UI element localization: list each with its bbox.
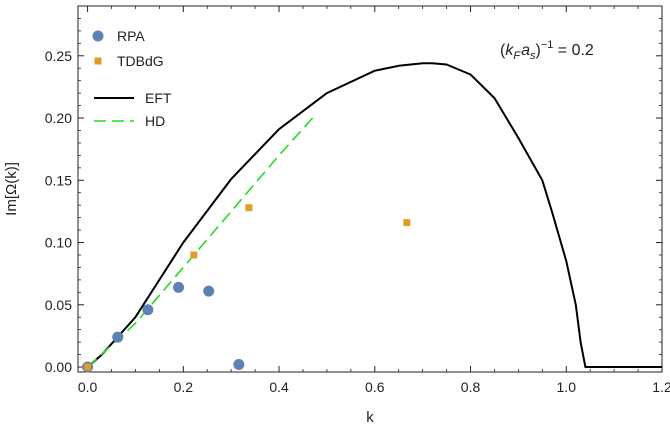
legend-item-tdbdg: TDBdG bbox=[94, 53, 164, 69]
legend: RPA TDBdG EFT HD bbox=[92, 28, 172, 129]
y-axis-label: Im[Ω(k)] bbox=[3, 162, 20, 216]
x-tick-label: 0.2 bbox=[174, 379, 194, 395]
y-tick-label: 0.15 bbox=[45, 172, 72, 188]
rpa-point bbox=[112, 331, 124, 343]
x-tick-label: 0.8 bbox=[461, 379, 481, 395]
annotation-rest: = 0.2 bbox=[553, 42, 594, 59]
legend-label: RPA bbox=[117, 28, 145, 44]
legend-label: TDBdG bbox=[117, 53, 164, 69]
eft-line bbox=[86, 62, 662, 368]
legend-marker bbox=[94, 57, 102, 65]
legend-marker bbox=[92, 30, 104, 42]
rpa-point bbox=[233, 359, 245, 371]
legend-label: EFT bbox=[145, 90, 172, 106]
y-tick-label: 0.10 bbox=[45, 235, 72, 251]
legend-item-eft: EFT bbox=[94, 90, 172, 106]
legend-label: HD bbox=[145, 113, 165, 129]
x-tick-label: 0.6 bbox=[365, 379, 385, 395]
y-tick-label: 0.05 bbox=[45, 297, 72, 313]
rpa-point bbox=[142, 304, 154, 316]
tdbdg-point bbox=[190, 251, 198, 259]
annotation-open: ( bbox=[500, 42, 506, 59]
plot-frame bbox=[77, 5, 663, 373]
series-layer bbox=[82, 62, 662, 373]
y-tick-label: 0.20 bbox=[45, 110, 72, 126]
rpa-point bbox=[173, 281, 185, 293]
annotation-k-sub: F bbox=[513, 50, 521, 62]
x-tick-label: 0.0 bbox=[78, 379, 98, 395]
tdbdg-point bbox=[84, 363, 92, 371]
tdbdg-point bbox=[245, 204, 253, 212]
annotation-a: a bbox=[521, 42, 530, 59]
tdbdg-point bbox=[403, 219, 411, 227]
annotation-close: ) bbox=[535, 42, 540, 59]
annotation-exp: −1 bbox=[541, 39, 554, 51]
parameter-annotation: (kFas)−1 = 0.2 bbox=[500, 39, 594, 62]
annotation-k: k bbox=[505, 42, 514, 59]
x-tick-label: 1.0 bbox=[557, 379, 577, 395]
x-tick-label: 1.2 bbox=[652, 379, 670, 395]
legend-item-rpa: RPA bbox=[92, 28, 145, 44]
legend-item-hd: HD bbox=[94, 113, 165, 129]
y-tick-label: 0.25 bbox=[45, 48, 72, 64]
annotation-a-sub: s bbox=[530, 50, 536, 62]
rpa-point bbox=[203, 285, 215, 297]
x-tick-label: 0.4 bbox=[269, 379, 289, 395]
y-tick-label: 0.00 bbox=[45, 359, 72, 375]
hd-line bbox=[87, 117, 314, 368]
x-axis-label: k bbox=[366, 409, 374, 426]
